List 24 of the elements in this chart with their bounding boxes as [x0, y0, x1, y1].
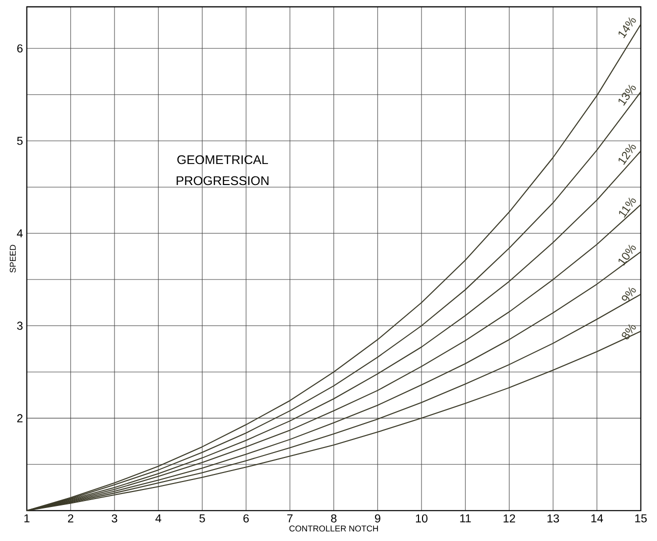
- x-tick-label: 6: [243, 514, 249, 522]
- x-tick-label: 10: [416, 514, 428, 522]
- x-tick-label: 14: [591, 514, 604, 522]
- x-tick-label: 15: [635, 514, 647, 522]
- y-tick-label: 4: [16, 229, 23, 238]
- y-tick-label: 2: [17, 414, 22, 422]
- x-axis-title: CONTROLLER NOTCH: [289, 525, 378, 532]
- x-tick-label: 11: [460, 514, 471, 522]
- y-tick-label: 3: [17, 322, 23, 330]
- text: 9%: [622, 286, 636, 302]
- x-tick-label: 2: [68, 514, 74, 522]
- text: 8%: [622, 324, 636, 340]
- y-axis-title: SPEED: [10, 244, 16, 272]
- y-tick-label: 6: [17, 44, 23, 52]
- x-tick-label: 7: [287, 514, 293, 522]
- y-tick-label: 5: [17, 136, 23, 145]
- x-tick-label: 1: [24, 514, 30, 522]
- x-tick-label: 13: [548, 514, 559, 522]
- x-tick-label: 8: [331, 514, 336, 522]
- x-tick-label: 12: [504, 514, 516, 522]
- x-tick-label: 9: [374, 514, 380, 522]
- x-tick-label: 5: [199, 514, 205, 522]
- x-tick-label: 3: [112, 514, 118, 522]
- x-tick-label: 4: [155, 514, 162, 522]
